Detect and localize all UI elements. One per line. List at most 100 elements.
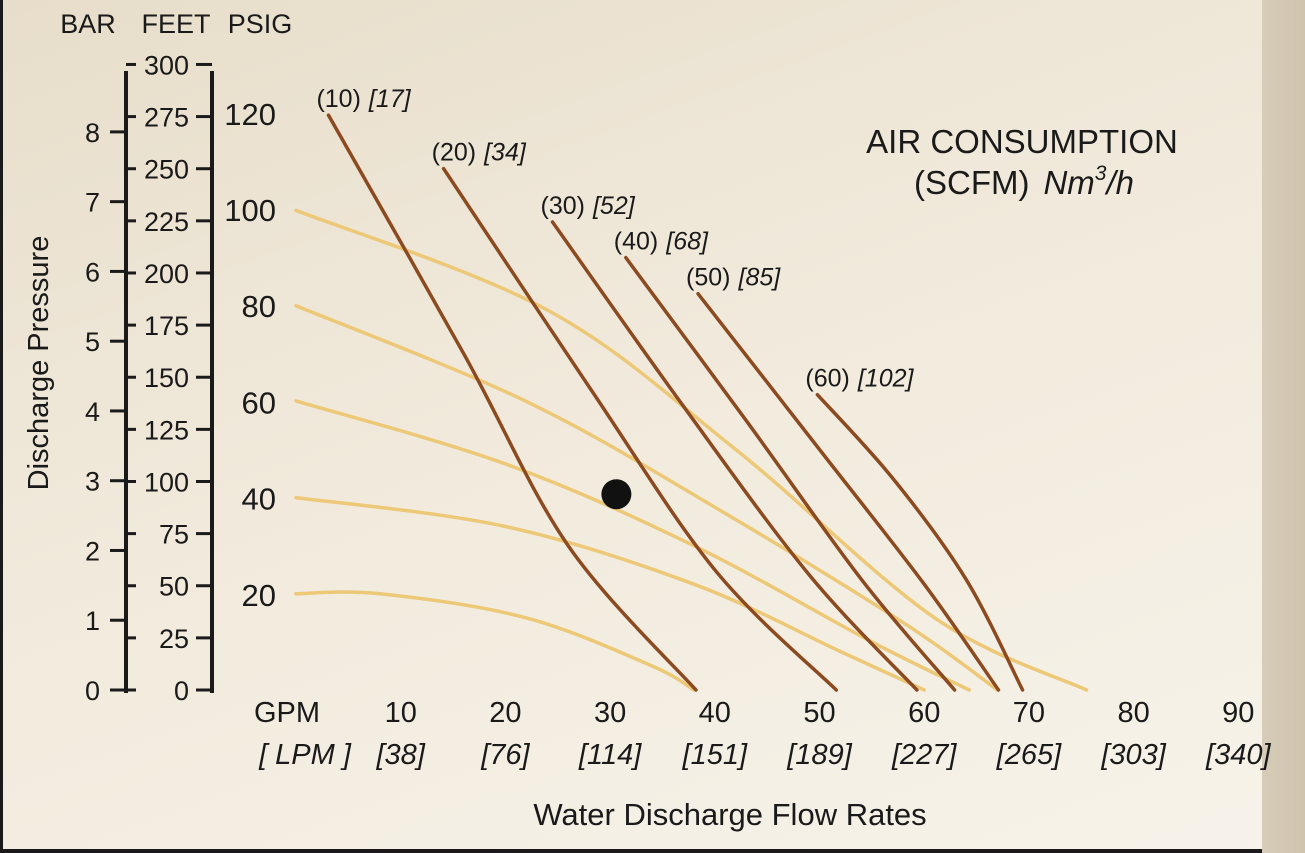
air-curve	[326, 113, 698, 692]
air-curve-scfm: (10)	[316, 85, 360, 113]
air-curve-scfm: (20)	[432, 139, 476, 167]
air-curve-label: (60) [102]	[805, 365, 914, 393]
psig-tick-label: 60	[242, 385, 276, 420]
feet-tick-label: 200	[144, 259, 189, 289]
feet-tick-label: 225	[144, 207, 189, 237]
psig-tick-label: 120	[224, 97, 276, 132]
x-tick-lpm: [76]	[480, 739, 530, 771]
x-axis-ticks: 10 [38] 20 [76] 30 [114] 40 [151] 50 [189] 60 [227]…	[376, 697, 1272, 771]
air-curve	[815, 392, 1025, 692]
x-tick-lpm: [303]	[1100, 739, 1166, 771]
feet-tick-label: 300	[144, 50, 189, 80]
x-unit-lpm: [ LPM ]	[258, 739, 352, 771]
feet-tick-label: 275	[144, 103, 189, 133]
air-curve	[441, 166, 839, 692]
air-curve-label: (30) [52]	[541, 192, 636, 220]
x-axis-title: Water Discharge Flow Rates	[533, 797, 926, 832]
subtitle-prefix: (SCFM)	[914, 164, 1029, 201]
x-tick-gpm: 20	[489, 697, 521, 729]
air-curve-label: (40) [68]	[614, 228, 709, 256]
x-tick-gpm: 60	[908, 697, 940, 729]
bar-tick-label: 5	[85, 327, 100, 357]
psig-axis-header: PSIG	[228, 9, 293, 39]
pressure-curve	[294, 495, 926, 692]
bottom-frame-border	[0, 849, 1262, 853]
feet-tick-label: 150	[144, 363, 189, 393]
air-curve-nm3h: [85]	[738, 264, 782, 292]
air-consumption-curves	[326, 113, 1025, 692]
pressure-curve	[294, 303, 1000, 692]
feet-axis-ticks: 0 25 50 75 100 125 150 175 200 225 250 275 300	[126, 50, 212, 706]
bar-tick-label: 2	[85, 536, 100, 566]
air-curve-label: (20) [34]	[432, 139, 527, 167]
subtitle-suffix: /h	[1104, 164, 1134, 201]
chart-title: AIR CONSUMPTION	[866, 123, 1178, 160]
subtitle-sup: 3	[1095, 162, 1107, 185]
feet-tick-label: 0	[174, 676, 189, 706]
x-tick-gpm: 50	[803, 697, 835, 729]
x-unit-gpm: GPM	[254, 697, 320, 729]
x-tick-gpm: 10	[385, 697, 417, 729]
operating-point	[601, 479, 632, 510]
x-tick-gpm: 80	[1117, 697, 1149, 729]
air-curve-nm3h: [52]	[592, 192, 636, 220]
y-axis-title: Discharge Pressure	[23, 236, 55, 491]
air-curve-scfm: (30)	[541, 192, 585, 220]
x-tick-gpm: 40	[699, 697, 731, 729]
feet-tick-label: 175	[144, 311, 189, 341]
bar-tick-label: 1	[85, 606, 100, 636]
x-tick-gpm: 30	[594, 697, 626, 729]
bar-tick-label: 3	[85, 467, 100, 497]
operating-point-group	[601, 479, 632, 510]
psig-tick-label: 80	[242, 289, 276, 324]
x-tick-gpm: 70	[1013, 697, 1045, 729]
bar-tick-label: 0	[85, 676, 100, 706]
air-curve	[696, 291, 1001, 692]
right-frame-edge	[1262, 0, 1305, 853]
feet-tick-label: 25	[159, 624, 189, 654]
chart-subtitle: (SCFM) Nm3/h	[914, 162, 1134, 201]
psig-axis-ticks: 20 40 60 80 100 120	[224, 97, 276, 613]
feet-axis-header: FEET	[141, 9, 210, 39]
air-curve-nm3h: [34]	[483, 139, 527, 167]
pressure-curves	[294, 208, 1089, 692]
air-curve-label: (50) [85]	[686, 264, 781, 292]
air-curve-nm3h: [102]	[857, 365, 915, 393]
x-tick-lpm: [340]	[1205, 739, 1271, 771]
pressure-curve	[294, 208, 1089, 692]
feet-tick-label: 125	[144, 415, 189, 445]
bar-tick-label: 8	[85, 118, 100, 148]
bar-tick-label: 7	[85, 188, 100, 218]
psig-tick-label: 100	[224, 193, 276, 228]
feet-tick-label: 75	[159, 520, 189, 550]
bar-axis-header: BAR	[60, 9, 116, 39]
x-tick-lpm: [265]	[996, 739, 1062, 771]
left-frame-border	[0, 0, 3, 853]
feet-tick-label: 50	[159, 572, 189, 602]
feet-tick-label: 100	[144, 467, 189, 497]
psig-tick-label: 20	[242, 578, 276, 613]
air-curve-nm3h: [68]	[665, 228, 709, 256]
air-curve-scfm: (40)	[614, 228, 658, 256]
air-curve-scfm: (50)	[686, 264, 730, 292]
x-tick-lpm: [38]	[376, 739, 426, 771]
air-curve-scfm: (60)	[805, 365, 849, 393]
psig-tick-label: 40	[242, 482, 276, 517]
bar-tick-label: 4	[85, 397, 100, 427]
bar-axis-ticks: 0 1 2 3 4 5 6 7 8	[85, 118, 126, 706]
air-curve	[550, 220, 919, 692]
x-tick-gpm: 90	[1222, 697, 1254, 729]
air-curve-label: (10) [17]	[316, 85, 411, 113]
pressure-curve	[294, 399, 971, 692]
x-tick-lpm: [151]	[682, 739, 748, 771]
air-curve-labels: (10) [17] (20) [34] (30) [52] (40) [68] (50) [85]…	[316, 85, 914, 392]
air-curve	[624, 255, 957, 692]
x-tick-lpm: [114]	[578, 739, 642, 771]
x-tick-lpm: [227]	[891, 739, 957, 771]
air-curve-nm3h: [17]	[368, 85, 412, 113]
bar-tick-label: 6	[85, 257, 100, 287]
x-tick-lpm: [189]	[786, 739, 852, 771]
feet-tick-label: 250	[144, 155, 189, 185]
